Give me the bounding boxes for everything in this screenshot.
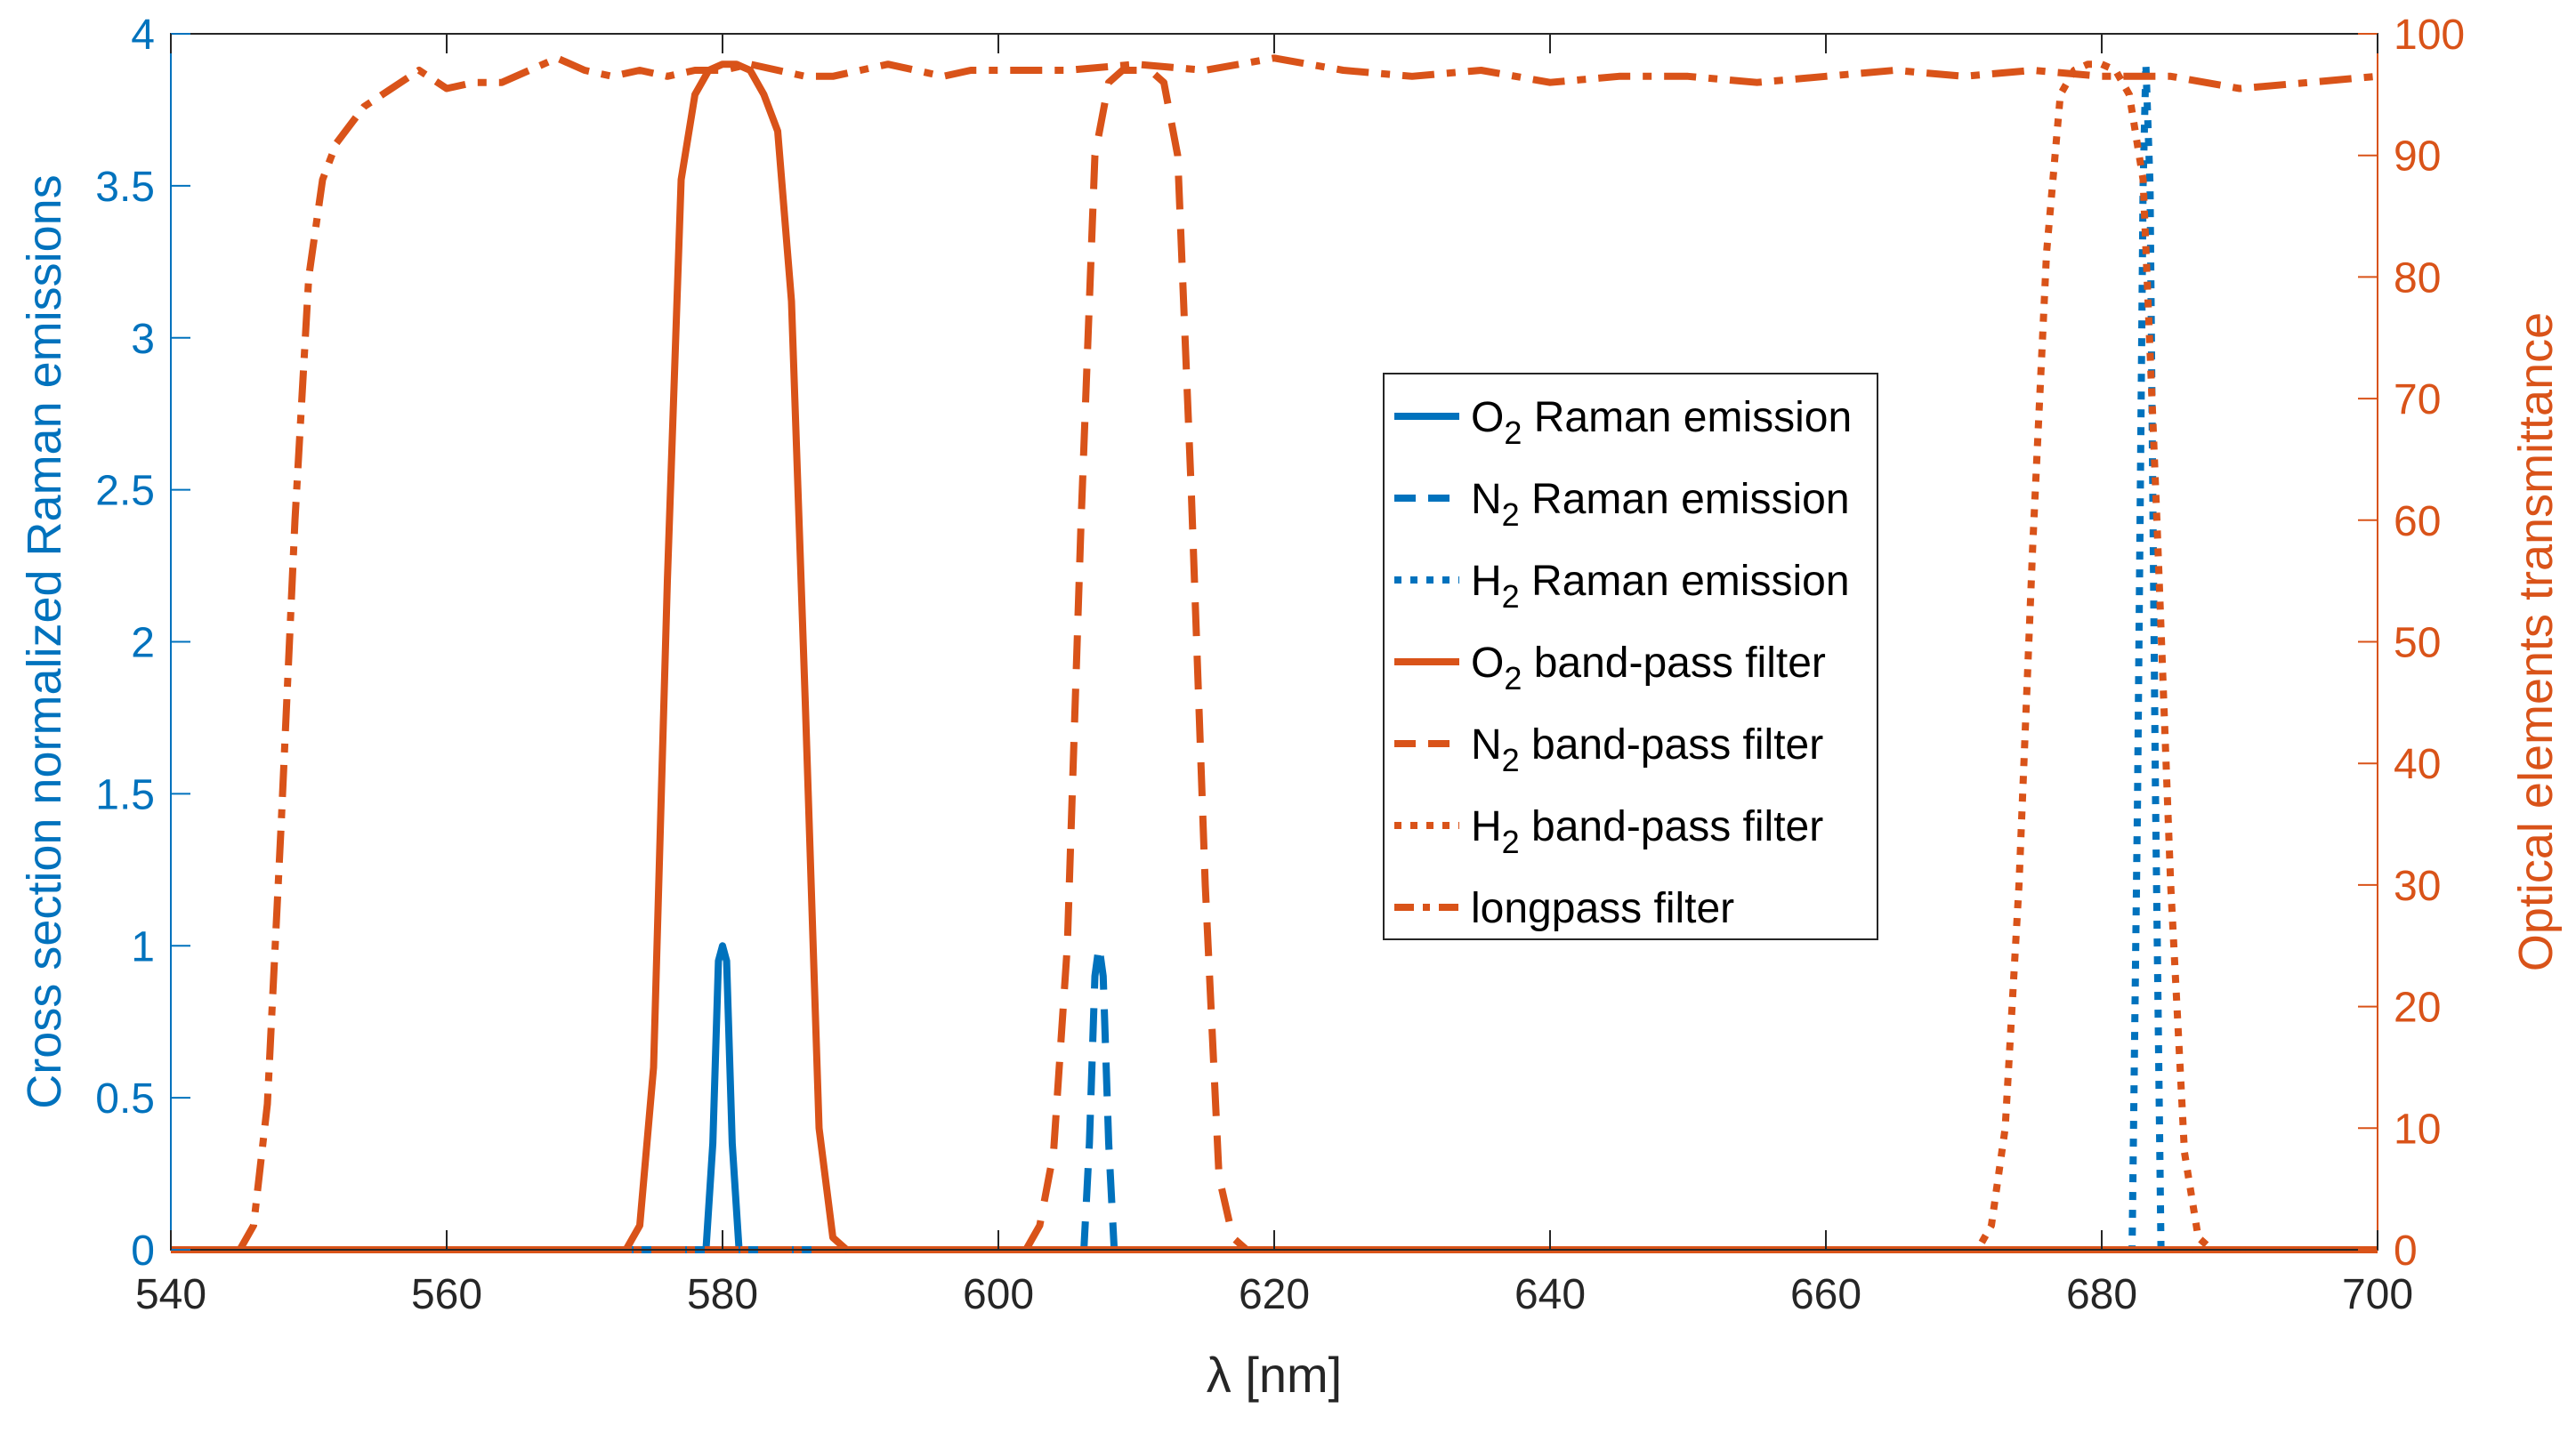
legend-label: O2 Raman emission (1471, 394, 1852, 451)
x-tick-label: 620 (1239, 1271, 1310, 1318)
legend-label: longpass filter (1471, 885, 1734, 932)
left-tick-label: 3.5 (95, 164, 155, 211)
x-tick-label: 560 (411, 1271, 482, 1318)
right-tick-label: 70 (2394, 376, 2441, 423)
legend: O2 Raman emission N2 Raman emission H2 Ram… (1383, 373, 1878, 940)
right-tick-label: 90 (2394, 133, 2441, 181)
right-tick-label: 50 (2394, 620, 2441, 667)
left-tick-label: 1 (131, 923, 155, 970)
series-line-7 (171, 54, 2378, 1253)
legend-label: O2 band-pass filter (1471, 640, 1826, 696)
right-tick-label: 10 (2394, 1106, 2441, 1153)
legend-label: H2 band-pass filter (1471, 803, 1823, 860)
x-tick-label: 660 (1790, 1271, 1861, 1318)
left-tick-label: 2.5 (95, 468, 155, 515)
right-tick-label: 40 (2394, 741, 2441, 788)
data-layer (171, 54, 2378, 1253)
legend-box (1383, 373, 1878, 940)
legend-label: N2 band-pass filter (1471, 721, 1823, 778)
x-axis-label: λ [nm] (1207, 1347, 1342, 1403)
left-tick-label: 3 (131, 316, 155, 363)
right-y-axis-label: Optical elements transmittance (2509, 312, 2563, 971)
left-tick-label: 0 (131, 1228, 155, 1275)
left-tick-label: 2 (131, 620, 155, 667)
right-tick-label: 100 (2394, 12, 2465, 59)
right-tick-label: 20 (2394, 985, 2441, 1032)
legend-label: N2 Raman emission (1471, 476, 1850, 533)
x-tick-label: 680 (2066, 1271, 2137, 1318)
left-tick-label: 1.5 (95, 771, 155, 818)
x-tick-label: 700 (2342, 1271, 2413, 1318)
left-tick-label: 0.5 (95, 1075, 155, 1123)
x-tick-label: 540 (135, 1271, 206, 1318)
left-tick-label: 4 (131, 12, 155, 59)
series-line-1 (171, 942, 2378, 1253)
x-axis: 540 560 580 600 620 640 660 680 700 (135, 34, 2413, 1318)
series-line-5 (171, 67, 2378, 1253)
left-y-axis-label: Cross section normalized Raman emissions (18, 174, 71, 1108)
right-tick-label: 0 (2394, 1228, 2418, 1275)
x-tick-label: 600 (963, 1271, 1034, 1318)
right-tick-label: 80 (2394, 254, 2441, 302)
left-axis: 0 0.5 1 1.5 2 2.5 3 3.5 4 (95, 12, 190, 1275)
right-tick-label: 60 (2394, 498, 2441, 545)
x-tick-label: 640 (1514, 1271, 1586, 1318)
legend-label: H2 Raman emission (1471, 558, 1850, 615)
x-tick-label: 580 (687, 1271, 758, 1318)
right-axis: 0 10 20 30 40 50 60 70 80 90 100 (2358, 12, 2465, 1275)
right-tick-label: 30 (2394, 863, 2441, 910)
